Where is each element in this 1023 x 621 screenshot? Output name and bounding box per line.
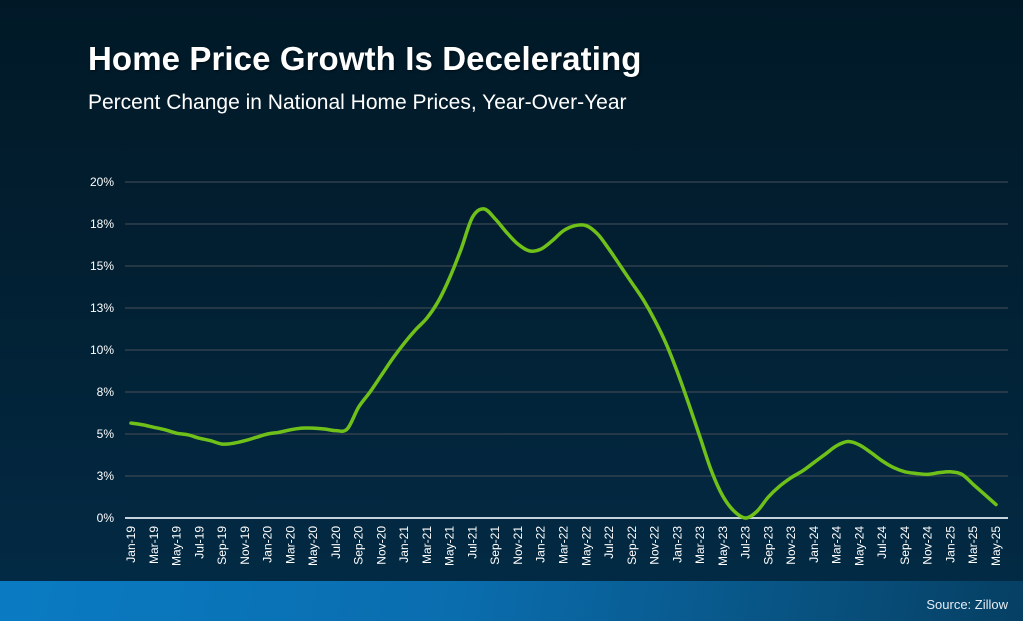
- x-tick-label: May-21: [443, 526, 457, 566]
- x-tick-label: May-19: [170, 526, 184, 566]
- x-tick-label: Nov-22: [648, 526, 662, 565]
- x-tick-label: Jan-21: [397, 526, 411, 563]
- y-tick-label: 13%: [90, 301, 114, 315]
- x-tick-label: Jul-23: [739, 526, 753, 559]
- x-tick-label: Jan-19: [124, 526, 138, 563]
- x-tick-label: May-23: [716, 526, 730, 566]
- y-tick-label: 0%: [97, 511, 115, 525]
- chart-subtitle: Percent Change in National Home Prices, …: [88, 91, 627, 114]
- y-tick-label: 20%: [90, 175, 114, 189]
- x-tick-label: Jan-23: [670, 526, 684, 563]
- gridlines: [125, 181, 1008, 477]
- x-tick-label: Nov-20: [374, 526, 388, 565]
- x-tick-label: Nov-21: [511, 526, 525, 565]
- x-tick-label: Mar-19: [147, 526, 161, 564]
- x-tick-label: May-24: [852, 526, 866, 566]
- y-tick-label: 18%: [90, 217, 114, 231]
- x-tick-label: Jul-22: [602, 526, 616, 559]
- chart-title: Home Price Growth Is Decelerating: [88, 40, 642, 77]
- x-tick-label: Jan-20: [261, 526, 275, 563]
- x-tick-label: Sep-22: [625, 526, 639, 565]
- x-tick-label: May-22: [579, 526, 593, 566]
- x-axis-tick-labels: Jan-19 Mar-19 May-19 Jul-19 Sep-19 Nov-19 Jan-…: [124, 526, 1003, 566]
- x-tick-label: Jul-19: [192, 526, 206, 559]
- x-tick-label: May-20: [306, 526, 320, 566]
- y-tick-label: 10%: [90, 343, 114, 357]
- y-tick-label: 15%: [90, 259, 114, 273]
- x-tick-label: Sep-23: [761, 526, 775, 565]
- footer-banner: Source: Zillow: [0, 581, 1023, 621]
- x-tick-label: Jan-25: [943, 526, 957, 563]
- x-tick-label: Jul-24: [875, 526, 889, 559]
- x-tick-label: Mar-25: [966, 526, 980, 564]
- y-axis-tick-labels: 0% 3% 5% 8% 10% 13% 15% 18% 20%: [90, 175, 114, 525]
- y-tick-label: 3%: [97, 469, 115, 483]
- x-tick-label: Sep-24: [898, 526, 912, 565]
- x-tick-label: Sep-21: [488, 526, 502, 565]
- x-tick-label: Mar-21: [420, 526, 434, 564]
- x-tick-label: Jan-22: [534, 526, 548, 563]
- x-tick-label: Mar-20: [283, 526, 297, 564]
- x-tick-label: Jul-20: [329, 526, 343, 559]
- series-line: [129, 207, 998, 520]
- x-tick-label: Sep-20: [352, 526, 366, 565]
- x-tick-label: Nov-23: [784, 526, 798, 565]
- x-tick-label: May-25: [989, 526, 1003, 566]
- x-tick-label: Mar-23: [693, 526, 707, 564]
- y-tick-label: 8%: [97, 385, 115, 399]
- x-tick-label: Nov-19: [238, 526, 252, 565]
- x-tick-label: Sep-19: [215, 526, 229, 565]
- x-tick-label: Mar-22: [557, 526, 571, 564]
- line-chart: 0% 3% 5% 8% 10% 13% 15% 18% 20% Jan-19 Mar-19 May-…: [90, 175, 1008, 566]
- x-tick-label: Nov-24: [921, 526, 935, 565]
- x-tick-label: Jan-24: [807, 526, 821, 563]
- x-tick-label: Mar-24: [830, 526, 844, 564]
- source-label: Source: Zillow: [926, 597, 1008, 612]
- y-tick-label: 5%: [97, 427, 115, 441]
- x-tick-label: Jul-21: [465, 526, 479, 559]
